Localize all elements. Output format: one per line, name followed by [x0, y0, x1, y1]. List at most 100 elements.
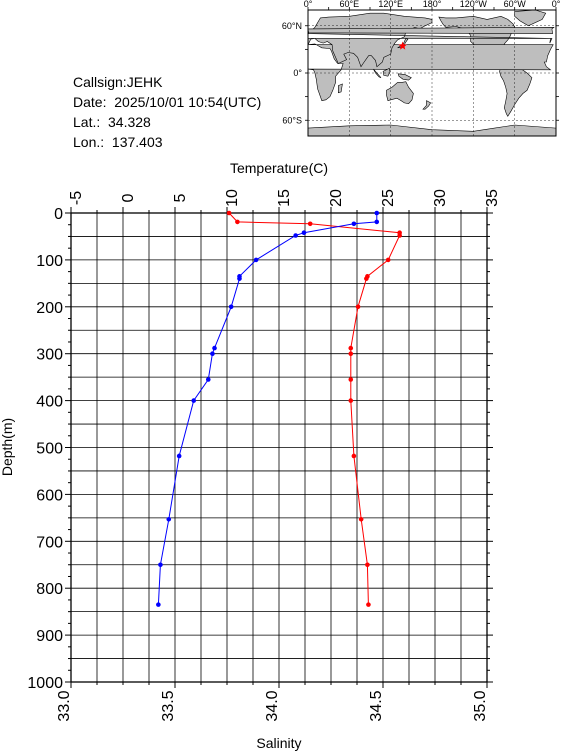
temperature-tick-label: 30	[432, 189, 449, 207]
location-map: 0° 60°E 120°E 180° 120°W 60°W 0° 60°N 0° 60°S	[282, 0, 561, 137]
temperature-point	[351, 453, 357, 459]
temperature-point	[358, 516, 364, 522]
salinity-point	[253, 257, 259, 263]
map-latitude-label: 0°	[293, 68, 302, 78]
callsign-label: Callsign:JEHK	[73, 74, 163, 90]
temperature-point	[397, 230, 402, 235]
station-marker-icon	[398, 41, 407, 50]
salinity-point	[374, 219, 380, 225]
station-info: Callsign:JEHK Date: 2025/10/01 10:54(UTC…	[73, 72, 261, 152]
depth-tick-label: 1000	[27, 675, 63, 692]
salinity-point	[301, 230, 307, 235]
longitude-label: Lon.: 137.403	[73, 134, 163, 150]
map-longitude-label: 0°	[304, 0, 313, 9]
salinity-tick-label: 34.5	[368, 690, 385, 721]
depth-tick-label: 600	[36, 487, 63, 504]
series-layer	[156, 210, 402, 607]
salinity-point	[176, 453, 182, 459]
map-longitude-labels: 0° 60°E 120°E 180° 120°W 60°W 0°	[304, 0, 561, 9]
land-south-america	[499, 63, 533, 117]
plot-frame	[70, 212, 488, 683]
salinity-point	[293, 233, 298, 238]
latitude-label: Lat.: 34.328	[73, 114, 151, 130]
salinity-tick-label: 33.5	[160, 690, 177, 721]
temperature-tick-label: -5	[68, 191, 85, 205]
map-longitude-label: 60°E	[340, 0, 360, 9]
salinity-point	[156, 602, 161, 607]
land-madagascar	[337, 83, 343, 94]
salinity-tick-label: 33.0	[56, 690, 73, 721]
salinity-point	[158, 562, 163, 568]
temperature-tick-label: 20	[328, 189, 345, 207]
salinity-point	[237, 276, 242, 281]
depth-axis-title: Depth(m)	[0, 418, 15, 476]
temperature-point	[348, 351, 354, 357]
temperature-point	[397, 233, 402, 238]
salinity-line	[157, 213, 378, 605]
temperature-line	[228, 212, 401, 605]
plot-ticks	[65, 207, 493, 688]
map-latitude-labels: 60°N 0° 60°S	[282, 21, 303, 126]
temperature-axis-title: Temperature(C)	[230, 160, 328, 176]
temperature-tick-label: 0	[120, 193, 137, 202]
map-land	[307, 9, 557, 137]
depth-tick-labels: 0 100 200 300 400 500 600 700 800 900 1000	[27, 206, 63, 692]
land-africa	[307, 43, 554, 101]
temperature-point	[364, 276, 369, 281]
land-australia	[386, 81, 414, 105]
depth-tick-label: 800	[36, 581, 63, 598]
salinity-tick-labels: 33.0 33.5 34.0 34.5 35.0	[56, 690, 489, 721]
temperature-tick-label: 35	[484, 189, 501, 207]
temperature-point	[365, 562, 370, 568]
temperature-point	[348, 345, 354, 351]
temperature-tick-label: 15	[276, 189, 293, 207]
map-longitude-label: 0°	[552, 0, 561, 9]
depth-tick-label: 0	[54, 206, 63, 223]
map-latitude-label: 60°N	[282, 21, 302, 31]
salinity-point	[228, 304, 234, 310]
salinity-point	[212, 345, 217, 351]
depth-tick-label: 300	[36, 347, 63, 364]
salinity-point	[237, 274, 242, 279]
temperature-point	[348, 398, 354, 403]
temperature-point	[348, 377, 354, 382]
map-longitude-label: 120°E	[378, 0, 403, 9]
temperature-point	[385, 257, 391, 263]
salinity-point	[351, 221, 357, 227]
station-star	[398, 41, 407, 50]
temperature-tick-label: 10	[224, 189, 241, 207]
land-greenland	[514, 9, 547, 27]
temperature-point	[366, 602, 371, 607]
temperature-tick-labels: -5 0 5 10 15 20 25 30 35	[68, 189, 501, 207]
salinity-tick-label: 35.0	[472, 690, 489, 721]
map-longitude-label: 60°W	[504, 0, 527, 9]
land-borneo	[382, 67, 391, 77]
date-label: Date: 2025/10/01 10:54(UTC)	[73, 94, 262, 110]
depth-tick-label: 200	[36, 300, 63, 317]
salinity-point	[191, 398, 197, 403]
plot-grid	[71, 213, 487, 682]
salinity-point	[205, 377, 211, 382]
salinity-point	[166, 516, 172, 522]
land-uk	[307, 26, 555, 34]
land-sumatra	[373, 68, 382, 78]
salinity-axis-title: Salinity	[256, 735, 301, 751]
land-new-guinea	[397, 73, 412, 81]
temperature-point	[235, 219, 240, 225]
salinity-point	[210, 351, 215, 357]
temperature-point	[355, 304, 361, 310]
depth-tick-label: 500	[36, 441, 63, 458]
land-new-zealand	[422, 100, 432, 110]
temperature-point	[307, 221, 313, 227]
temperature-tick-label: 5	[172, 193, 189, 202]
salinity-point	[374, 210, 380, 216]
land-eurasia	[307, 12, 553, 68]
map-latitude-label: 60°S	[282, 115, 302, 125]
depth-tick-label: 100	[36, 253, 63, 270]
depth-tick-label: 400	[36, 394, 63, 411]
temperature-point	[365, 274, 370, 279]
salinity-tick-label: 34.0	[264, 690, 281, 721]
temperature-point	[226, 210, 232, 216]
depth-tick-label: 700	[36, 534, 63, 551]
map-longitude-label: 180°	[423, 0, 442, 9]
